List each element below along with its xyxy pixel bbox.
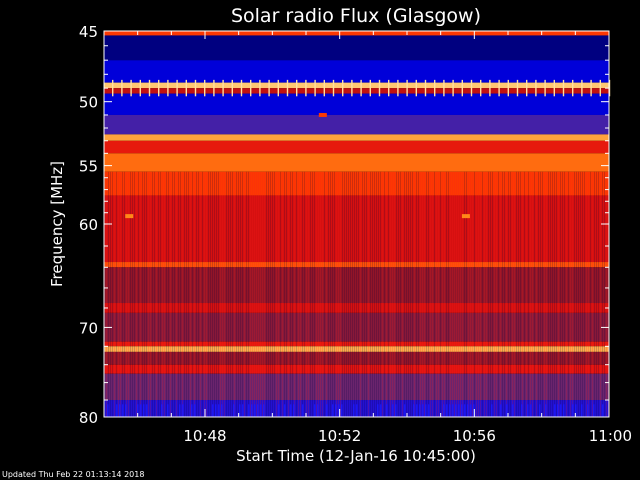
spectrogram-band xyxy=(104,341,609,347)
y-axis-label: Frequency [MHz] xyxy=(48,161,66,287)
spectrogram-band xyxy=(104,35,609,61)
spectrogram-band xyxy=(104,351,609,365)
spectrogram-band xyxy=(104,82,609,89)
y-tick-label: 50 xyxy=(79,94,98,112)
plot-area xyxy=(104,31,611,417)
spectrogram-band xyxy=(104,93,609,115)
spectrogram-band xyxy=(104,60,609,83)
burst-feature xyxy=(461,214,470,219)
x-tick-label: 11:00 xyxy=(589,427,632,445)
spectrogram-band xyxy=(104,88,609,94)
spectrogram-band xyxy=(104,171,609,196)
burst-feature xyxy=(318,112,327,117)
chart-title: Solar radio Flux (Glasgow) xyxy=(231,5,481,27)
spectrogram-band xyxy=(104,364,609,374)
spectrogram-band xyxy=(104,346,609,352)
texture-layer xyxy=(104,171,609,417)
y-tick-label: 55 xyxy=(79,158,98,176)
x-axis-label: Start Time (12-Jan-16 10:45:00) xyxy=(236,447,476,465)
spectrogram-band xyxy=(104,312,609,342)
spectrogram-band xyxy=(104,114,609,135)
burst-feature xyxy=(125,214,134,219)
x-axis: 10:48 10:52 10:56 11:00 xyxy=(103,31,632,445)
spectrogram-band xyxy=(104,267,609,304)
bottom-speckle-layer xyxy=(107,404,604,417)
spectrogram-band xyxy=(104,195,609,263)
y-tick-label: 45 xyxy=(79,23,98,41)
updated-timestamp: Updated Thu Feb 22 01:13:14 2018 xyxy=(2,470,145,479)
spectrogram-band xyxy=(104,31,609,36)
spectrogram-band xyxy=(104,140,609,154)
spectrogram-band xyxy=(104,153,609,172)
x-tick-label: 10:52 xyxy=(318,427,361,445)
spectrogram-band xyxy=(104,134,609,141)
y-axis: 45 50 55 60 70 80 xyxy=(79,23,609,427)
periodic-spike-layer xyxy=(112,79,611,97)
y-tick-label: 80 xyxy=(79,409,98,427)
spectrogram-band xyxy=(104,373,609,401)
x-tick-label: 10:56 xyxy=(453,427,496,445)
y-tick-label: 60 xyxy=(79,216,98,234)
spectrogram-band xyxy=(104,303,609,313)
y-tick-label: 70 xyxy=(79,319,98,337)
x-tick-label: 10:48 xyxy=(183,427,226,445)
spectrogram-band xyxy=(104,262,609,268)
